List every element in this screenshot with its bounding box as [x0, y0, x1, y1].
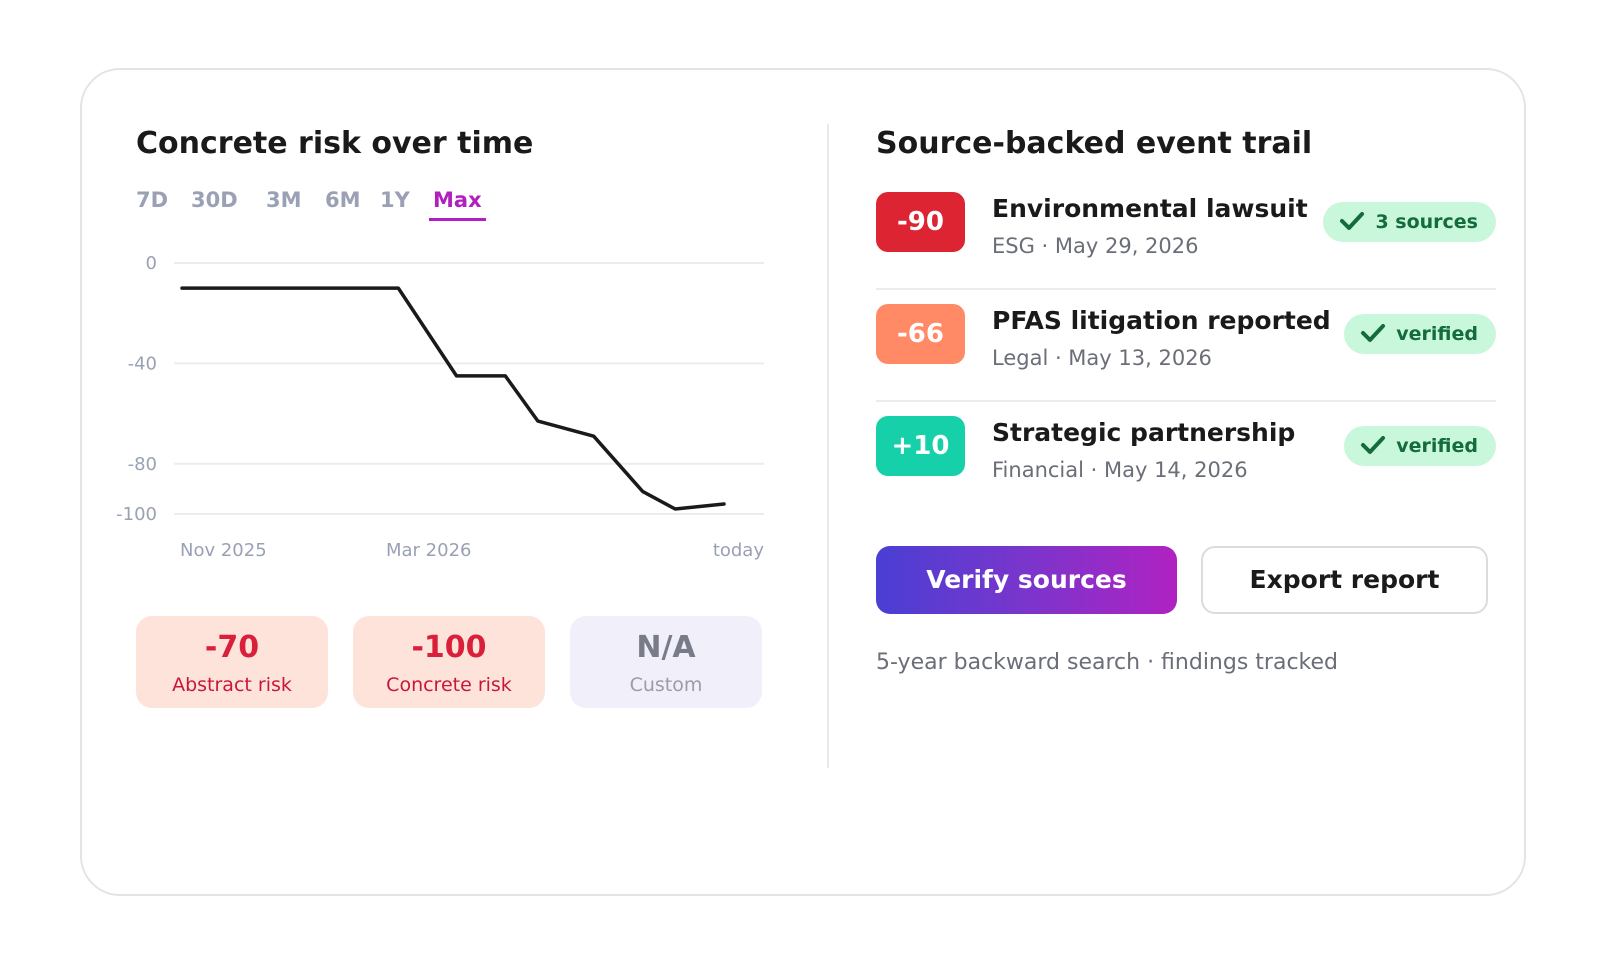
event-meta: Financial · May 14, 2026	[992, 458, 1248, 482]
y-tick-label: 0	[146, 253, 157, 274]
event-item[interactable]: -66 PFAS litigation reported Legal · May…	[876, 304, 1496, 416]
range-max-button[interactable]: Max	[429, 188, 486, 221]
custom-risk-label: Custom	[629, 674, 703, 696]
check-icon	[1340, 212, 1365, 230]
data-point	[641, 490, 644, 493]
concrete-risk-value: -100	[411, 630, 487, 665]
event-separator	[876, 288, 1496, 290]
data-point	[229, 286, 232, 290]
y-tick-label: -100	[116, 504, 157, 525]
event-score: +10	[876, 416, 965, 476]
y-tick-label: -80	[128, 454, 157, 475]
y-tick-label: -40	[128, 353, 157, 374]
event-separator	[876, 400, 1496, 402]
data-point	[592, 435, 595, 438]
event-trail-title: Source-backed event trail	[876, 126, 1313, 161]
event-item[interactable]: +10 Strategic partnership Financial · Ma…	[876, 416, 1496, 528]
data-point	[397, 286, 400, 290]
column-divider	[827, 124, 829, 768]
check-icon	[1361, 324, 1386, 342]
data-point	[504, 374, 507, 378]
custom-risk-value: N/A	[636, 630, 696, 665]
chart-title: Concrete risk over time	[136, 126, 534, 161]
abstract-risk-label: Abstract risk	[172, 674, 292, 696]
risk-series-line	[180, 286, 726, 511]
data-point	[674, 507, 677, 511]
event-name: Environmental lawsuit	[992, 194, 1308, 223]
abstract-risk-value: -70	[204, 630, 260, 665]
sources-badge[interactable]: 3 sources	[1323, 202, 1496, 242]
range-7d-button[interactable]: 7D	[136, 188, 169, 212]
abstract-risk-card: -70 Abstract risk	[136, 616, 328, 708]
range-3m-button[interactable]: 3M	[266, 188, 302, 212]
data-point	[536, 419, 540, 423]
risk-line-chart: 0 -40 -80 -100 Nov 2025 Mar 2026 today	[116, 253, 765, 561]
badge-label: verified	[1396, 435, 1478, 457]
x-tick-label: today	[713, 540, 765, 561]
event-name: Strategic partnership	[992, 418, 1296, 447]
x-tick-label: Mar 2026	[386, 540, 472, 561]
event-score: -90	[876, 192, 965, 252]
dashboard-card	[80, 68, 1526, 896]
custom-risk-card: N/A Custom	[570, 616, 762, 708]
check-icon	[1361, 436, 1386, 454]
x-tick-label: Nov 2025	[180, 540, 267, 561]
event-score: -66	[876, 304, 965, 364]
concrete-risk-card: -100 Concrete risk	[353, 616, 545, 708]
event-name: PFAS litigation reported	[992, 306, 1331, 335]
data-point	[180, 286, 184, 290]
data-point	[455, 374, 458, 378]
range-30d-button[interactable]: 30D	[191, 188, 238, 212]
concrete-risk-label: Concrete risk	[386, 674, 512, 696]
verified-badge[interactable]: verified	[1344, 426, 1496, 466]
export-report-button[interactable]: Export report	[1201, 546, 1488, 614]
verify-sources-button[interactable]: Verify sources	[876, 546, 1177, 614]
data-point	[722, 502, 726, 506]
range-6m-button[interactable]: 6M	[325, 188, 361, 212]
event-item[interactable]: -90 Environmental lawsuit ESG · May 29, …	[876, 192, 1496, 304]
search-footnote: 5-year backward search · findings tracke…	[876, 650, 1338, 675]
range-1y-button[interactable]: 1Y	[380, 188, 410, 212]
event-meta: ESG · May 29, 2026	[992, 234, 1199, 258]
badge-label: 3 sources	[1375, 211, 1478, 233]
verified-badge[interactable]: verified	[1344, 314, 1496, 354]
event-meta: Legal · May 13, 2026	[992, 346, 1212, 370]
badge-label: verified	[1396, 323, 1478, 345]
